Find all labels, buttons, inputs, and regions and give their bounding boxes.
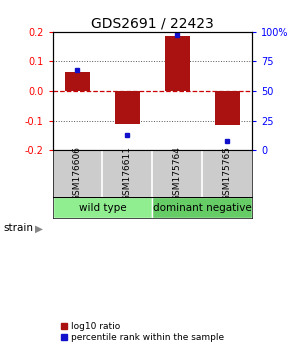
- Bar: [115, 91, 140, 124]
- Text: GSM175764: GSM175764: [173, 146, 182, 201]
- Text: ▶: ▶: [34, 223, 43, 233]
- Bar: [165, 36, 190, 91]
- Text: dominant negative: dominant negative: [153, 202, 251, 212]
- Text: strain: strain: [3, 223, 33, 233]
- Text: wild type: wild type: [79, 202, 126, 212]
- Title: GDS2691 / 22423: GDS2691 / 22423: [91, 17, 214, 31]
- Text: GSM176606: GSM176606: [73, 146, 82, 201]
- Text: GSM175765: GSM175765: [223, 146, 232, 201]
- Bar: [52, 198, 152, 218]
- Text: GSM176611: GSM176611: [123, 146, 132, 201]
- Bar: [65, 72, 90, 91]
- Bar: [152, 198, 252, 218]
- Bar: [214, 91, 239, 125]
- Legend: log10 ratio, percentile rank within the sample: log10 ratio, percentile rank within the …: [57, 319, 227, 346]
